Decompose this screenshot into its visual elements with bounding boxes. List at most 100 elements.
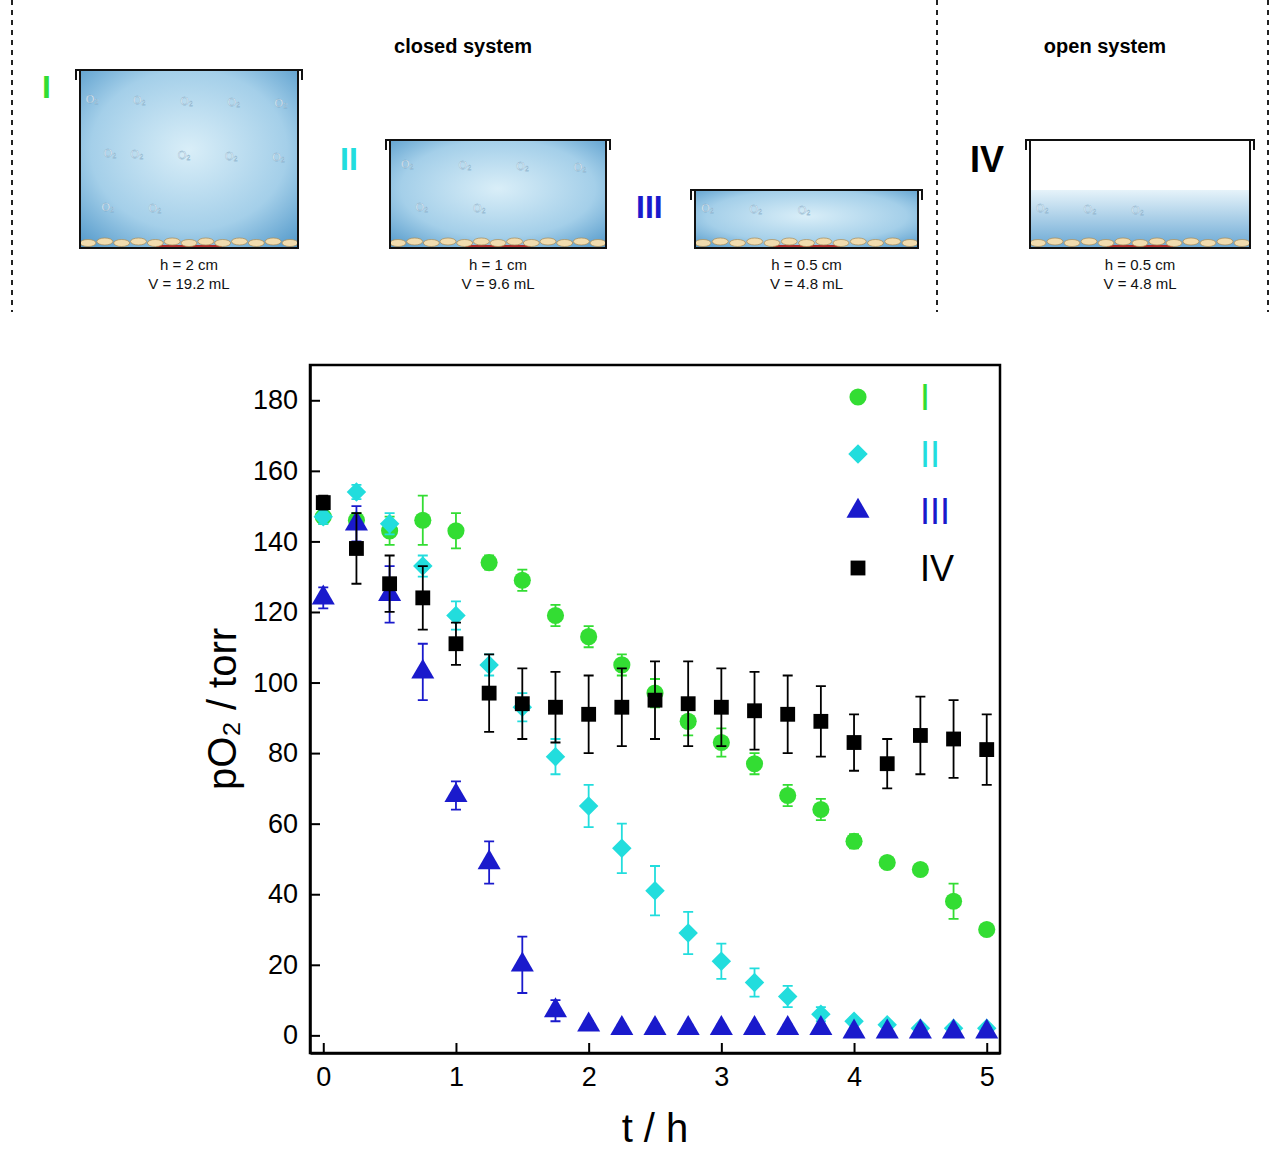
x-tick-mark: [588, 1043, 590, 1053]
cell: [540, 238, 556, 245]
marker: [612, 839, 631, 858]
legend-marker: [846, 498, 869, 518]
x-tick: 5: [980, 1043, 995, 1092]
marker: [747, 703, 762, 718]
o2-bubble: O₂: [131, 148, 144, 160]
y-tick: 20: [268, 950, 320, 980]
cell: [80, 240, 96, 247]
vessel-height: h = 2 cm: [160, 256, 218, 273]
marker: [710, 1015, 733, 1035]
marker: [382, 576, 397, 591]
cell: [1166, 240, 1182, 247]
cell: [440, 238, 456, 245]
marker: [614, 700, 629, 715]
y-tick-label: 180: [253, 385, 298, 415]
marker: [979, 742, 994, 757]
vessel-rim: [386, 140, 610, 150]
o2-bubble: O₂: [574, 161, 587, 173]
vessel-wall: [390, 140, 606, 248]
marker: [515, 696, 530, 711]
marker: [847, 735, 862, 750]
series: [316, 495, 994, 788]
cell: [97, 238, 113, 245]
vessel-wall: [695, 190, 918, 248]
marker: [380, 514, 399, 533]
marker: [714, 700, 729, 715]
x-tick-label: 4: [847, 1062, 862, 1092]
cell: [131, 238, 147, 245]
vessel-rim: [76, 70, 302, 80]
vessel-wall: [1030, 140, 1250, 248]
cell: [215, 240, 231, 247]
marker: [349, 541, 364, 556]
legend-label: IV: [920, 548, 954, 589]
x-tick: 1: [449, 1043, 464, 1092]
marker: [581, 707, 596, 722]
o2-bubble: O₂: [101, 201, 114, 213]
marker: [544, 997, 567, 1017]
marker: [444, 782, 467, 802]
marker: [945, 893, 962, 910]
x-tick: 2: [582, 1043, 597, 1092]
marker: [779, 787, 796, 804]
marker: [577, 1011, 600, 1031]
o2-bubble: O₂: [180, 95, 193, 107]
series: [312, 506, 999, 1038]
o2-bubble: O₂: [1036, 202, 1049, 214]
cell: [799, 240, 815, 247]
marker: [546, 747, 565, 766]
x-tick-mark: [854, 1043, 856, 1053]
vessel-wall: [80, 70, 298, 248]
o2-bubble: O₂: [275, 97, 288, 109]
marker: [449, 636, 464, 651]
o2-bubble: O₂: [415, 201, 428, 213]
cell: [557, 240, 573, 247]
y-tick-label: 0: [283, 1020, 298, 1050]
cell: [1064, 240, 1080, 247]
vessel-label: I: [42, 69, 51, 105]
cell: [265, 238, 281, 245]
marker: [745, 973, 764, 992]
marker: [677, 1015, 700, 1035]
cell: [1081, 238, 1097, 245]
o2-bubble: O₂: [178, 149, 191, 161]
marker: [746, 755, 763, 772]
series: [314, 482, 997, 1038]
x-tick-label: 1: [449, 1062, 464, 1092]
y-tick-label: 160: [253, 456, 298, 486]
cell: [248, 240, 264, 247]
y-tick: 160: [253, 456, 320, 486]
cell: [1234, 240, 1250, 247]
y-tick: 180: [253, 385, 320, 415]
marker: [880, 756, 895, 771]
liquid: [1030, 190, 1250, 248]
x-tick-label: 0: [316, 1062, 331, 1092]
cell: [1149, 238, 1165, 245]
cell: [407, 238, 423, 245]
vessel-height: h = 0.5 cm: [771, 256, 841, 273]
y-tick-mark: [310, 753, 320, 755]
marker: [879, 854, 896, 871]
marker: [411, 659, 434, 679]
x-tick-label: 3: [714, 1062, 729, 1092]
marker: [678, 923, 697, 942]
cell: [390, 240, 406, 247]
y-tick: 60: [268, 809, 320, 839]
o2-bubble: O₂: [1131, 204, 1144, 216]
marker: [912, 861, 929, 878]
y-tick-mark: [310, 1035, 320, 1037]
cell: [1200, 240, 1216, 247]
x-axis: 0 1 2 3 4 5: [311, 1043, 1001, 1092]
o2-bubble: O₂: [516, 160, 529, 172]
divider: [1267, 0, 1269, 312]
x-tick: 4: [847, 1043, 862, 1092]
o2-bubble: O₂: [272, 151, 285, 163]
liquid: [390, 140, 606, 248]
x-tick-mark: [721, 1043, 723, 1053]
marker: [648, 693, 663, 708]
x-tick-label: 2: [582, 1062, 597, 1092]
cell: [282, 240, 298, 247]
cell: [816, 238, 832, 245]
marker: [813, 714, 828, 729]
marker: [316, 495, 331, 510]
